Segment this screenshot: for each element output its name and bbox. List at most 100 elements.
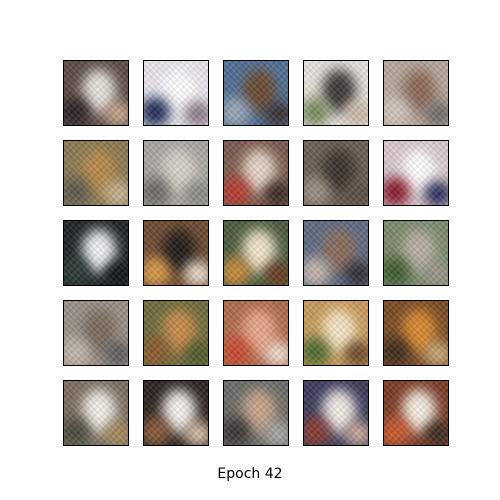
image-texture [64, 61, 128, 125]
image-color-region [104, 101, 128, 125]
image-color-region [184, 261, 208, 285]
generated-sample-image [303, 60, 369, 126]
image-texture [304, 61, 368, 125]
image-color-region [264, 341, 288, 365]
image-color-region [264, 261, 288, 285]
generated-sample-image [223, 380, 289, 446]
image-texture [224, 221, 288, 285]
image-color-region [144, 97, 170, 125]
generated-sample-image [223, 300, 289, 366]
image-texture [304, 301, 368, 365]
image-color-region [64, 177, 90, 205]
image-color-region [144, 257, 170, 285]
generated-sample-image [143, 220, 209, 286]
generated-sample-image [143, 140, 209, 206]
image-texture [384, 301, 448, 365]
image-texture [64, 381, 128, 445]
image-texture [224, 141, 288, 205]
image-color-region [424, 421, 448, 445]
image-texture [144, 381, 208, 445]
generated-sample-image [303, 380, 369, 446]
image-color-region [424, 101, 448, 125]
image-texture [64, 141, 128, 205]
image-color-region [104, 341, 128, 365]
image-color-region [64, 97, 90, 125]
generated-sample-image [143, 300, 209, 366]
generated-sample-image [383, 220, 449, 286]
generated-sample-image [303, 140, 369, 206]
image-color-region [184, 421, 208, 445]
image-texture [304, 221, 368, 285]
image-color-region [384, 177, 410, 205]
image-texture [304, 141, 368, 205]
generated-sample-image [63, 220, 129, 286]
image-color-region [144, 177, 170, 205]
image-color-region [64, 257, 90, 285]
image-texture [384, 221, 448, 285]
generated-sample-image [383, 140, 449, 206]
image-color-region [384, 257, 410, 285]
image-texture [144, 61, 208, 125]
image-texture [144, 141, 208, 205]
image-color-region [304, 257, 330, 285]
image-color-region [224, 97, 250, 125]
image-color-region [344, 341, 368, 365]
generated-sample-image [383, 60, 449, 126]
image-texture [64, 301, 128, 365]
image-color-region [304, 417, 330, 445]
image-color-region [224, 257, 250, 285]
generated-sample-image [223, 220, 289, 286]
generated-sample-image [63, 380, 129, 446]
image-texture [224, 301, 288, 365]
generated-sample-image [383, 380, 449, 446]
image-texture [224, 61, 288, 125]
image-color-region [384, 417, 410, 445]
image-color-region [224, 337, 250, 365]
image-texture [64, 221, 128, 285]
image-color-region [224, 177, 250, 205]
generated-sample-image [303, 220, 369, 286]
image-color-region [424, 341, 448, 365]
image-color-region [304, 337, 330, 365]
image-color-region [304, 177, 330, 205]
image-color-region [184, 101, 208, 125]
generated-sample-image [143, 380, 209, 446]
image-texture [144, 221, 208, 285]
image-color-region [384, 337, 410, 365]
image-color-region [344, 181, 368, 205]
image-color-region [104, 181, 128, 205]
image-texture [384, 141, 448, 205]
generated-sample-image [63, 140, 129, 206]
image-color-region [144, 417, 170, 445]
generated-sample-image [223, 140, 289, 206]
image-color-region [344, 101, 368, 125]
generated-sample-image [303, 300, 369, 366]
image-color-region [304, 97, 330, 125]
generated-sample-image [63, 60, 129, 126]
image-color-region [104, 421, 128, 445]
image-color-region [104, 261, 128, 285]
image-color-region [184, 181, 208, 205]
figure-caption: Epoch 42 [217, 466, 283, 482]
image-color-region [344, 261, 368, 285]
image-color-region [264, 421, 288, 445]
generated-sample-image [223, 60, 289, 126]
image-texture [304, 381, 368, 445]
image-color-region [64, 337, 90, 365]
image-texture [144, 301, 208, 365]
image-color-region [384, 97, 410, 125]
image-color-region [344, 421, 368, 445]
image-color-region [264, 181, 288, 205]
image-color-region [424, 181, 448, 205]
image-texture [224, 381, 288, 445]
image-texture [384, 61, 448, 125]
generated-sample-image [143, 60, 209, 126]
image-color-region [144, 337, 170, 365]
image-color-region [64, 417, 90, 445]
generated-sample-image [383, 300, 449, 366]
image-color-region [264, 101, 288, 125]
image-texture [384, 381, 448, 445]
generated-sample-image [63, 300, 129, 366]
image-color-region [224, 417, 250, 445]
